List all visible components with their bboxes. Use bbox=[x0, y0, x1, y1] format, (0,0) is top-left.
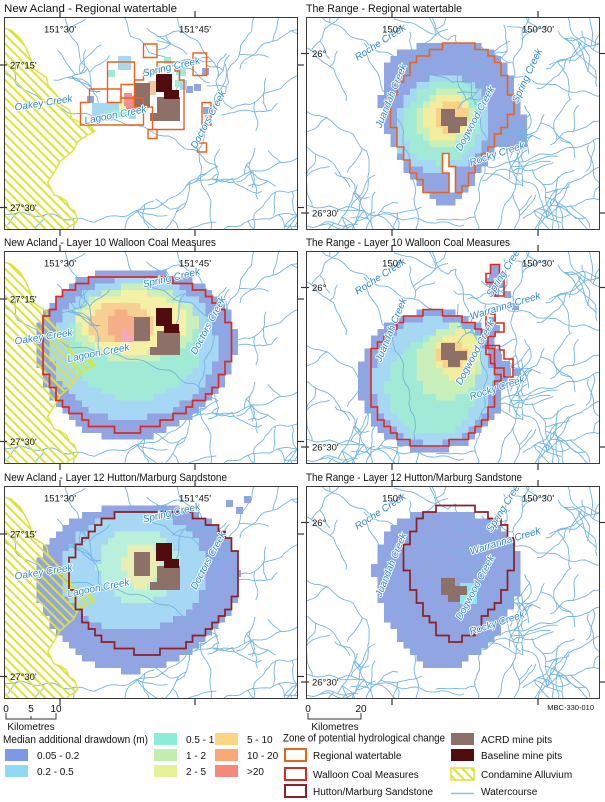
svg-text:Walloon Coal Measures: Walloon Coal Measures bbox=[313, 770, 419, 781]
svg-text:151°45': 151°45' bbox=[179, 259, 211, 270]
svg-text:151°30': 151°30' bbox=[44, 259, 76, 270]
svg-text:0.05 - 0.2: 0.05 - 0.2 bbox=[37, 751, 80, 762]
svg-text:0: 0 bbox=[3, 704, 9, 715]
svg-text:Hutton/Marburg Sandstone: Hutton/Marburg Sandstone bbox=[313, 787, 434, 798]
svg-text:27°15': 27°15' bbox=[10, 61, 37, 72]
svg-text:Regional watertable: Regional watertable bbox=[313, 751, 402, 762]
svg-text:New Acland - Regional watertab: New Acland - Regional watertable bbox=[4, 3, 177, 15]
svg-text:26°: 26° bbox=[312, 283, 327, 294]
svg-text:Kilometres: Kilometres bbox=[311, 722, 358, 733]
svg-text:27°15': 27°15' bbox=[10, 530, 37, 541]
svg-text:27°30': 27°30' bbox=[10, 203, 37, 214]
svg-text:150°: 150° bbox=[382, 494, 402, 505]
svg-text:2 - 5: 2 - 5 bbox=[186, 767, 206, 778]
svg-text:20: 20 bbox=[355, 704, 367, 715]
svg-text:151°30': 151°30' bbox=[44, 25, 76, 36]
svg-text:10: 10 bbox=[50, 704, 62, 715]
svg-text:0.2 - 0.5: 0.2 - 0.5 bbox=[37, 767, 74, 778]
svg-text:ACRD mine pits: ACRD mine pits bbox=[481, 735, 552, 746]
svg-text:The Range - Regional watertabl: The Range - Regional watertable bbox=[306, 3, 462, 15]
svg-text:150°30': 150°30' bbox=[522, 259, 554, 270]
svg-text:151°45': 151°45' bbox=[179, 25, 211, 36]
svg-text:10 - 20: 10 - 20 bbox=[247, 751, 279, 762]
svg-text:MBC-330-010: MBC-330-010 bbox=[547, 703, 594, 712]
svg-text:0.5 - 1: 0.5 - 1 bbox=[186, 735, 215, 746]
svg-text:New Acland - Layer 10 Walloon: New Acland - Layer 10 Walloon Coal Measu… bbox=[4, 237, 216, 249]
svg-text:27°30': 27°30' bbox=[10, 672, 37, 683]
svg-text:5 - 10: 5 - 10 bbox=[247, 735, 273, 746]
svg-text:Baseline mine pits: Baseline mine pits bbox=[481, 751, 562, 762]
svg-text:150°30': 150°30' bbox=[522, 494, 554, 505]
svg-text:5: 5 bbox=[28, 704, 34, 715]
svg-text:The Range - Layer 10 Walloon C: The Range - Layer 10 Walloon Coal Measur… bbox=[306, 237, 510, 249]
svg-text:26°30': 26°30' bbox=[312, 678, 339, 689]
svg-text:151°30': 151°30' bbox=[44, 494, 76, 505]
svg-text:151°45': 151°45' bbox=[179, 494, 211, 505]
svg-text:27°15': 27°15' bbox=[10, 295, 37, 306]
svg-text:1 - 2: 1 - 2 bbox=[186, 751, 206, 762]
svg-text:Kilometres: Kilometres bbox=[7, 722, 54, 733]
svg-text:27°30': 27°30' bbox=[10, 437, 37, 448]
svg-text:26°30': 26°30' bbox=[312, 443, 339, 454]
svg-text:150°: 150° bbox=[382, 259, 402, 270]
svg-text:New Acland - Layer 12 Hutton/M: New Acland - Layer 12 Hutton/Marburg San… bbox=[4, 472, 227, 484]
svg-text:The Range - Layer 12 Hutton/Ma: The Range - Layer 12 Hutton/Marburg Sand… bbox=[306, 472, 522, 484]
svg-text:0: 0 bbox=[305, 704, 311, 715]
svg-text:Median additional drawdown (m): Median additional drawdown (m) bbox=[3, 734, 148, 746]
svg-text:Condamine Alluvium: Condamine Alluvium bbox=[481, 770, 572, 781]
svg-text:Watercourse: Watercourse bbox=[481, 787, 538, 798]
svg-text:Zone of potential hydrological: Zone of potential hydrological change bbox=[283, 733, 445, 745]
svg-text:>20: >20 bbox=[247, 767, 264, 778]
svg-text:26°: 26° bbox=[312, 518, 327, 529]
svg-text:150°: 150° bbox=[382, 25, 402, 36]
svg-text:26°: 26° bbox=[312, 49, 327, 60]
svg-text:26°30': 26°30' bbox=[312, 209, 339, 220]
svg-text:150°30': 150°30' bbox=[522, 25, 554, 36]
